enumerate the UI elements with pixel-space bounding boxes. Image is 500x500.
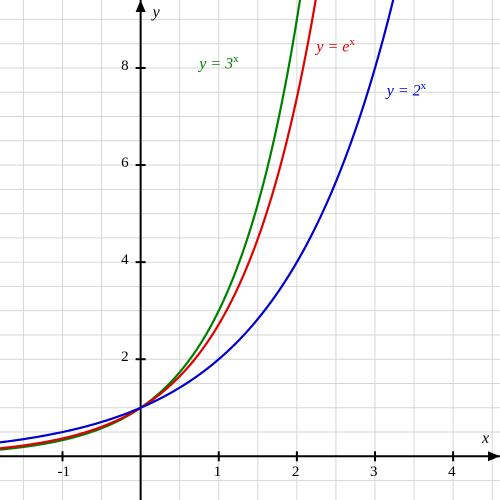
y-tick-label: 2 bbox=[121, 349, 129, 366]
y-tick-label: 6 bbox=[121, 155, 129, 172]
chart-canvas bbox=[0, 0, 500, 500]
y-tick-label: 8 bbox=[121, 58, 129, 75]
x-axis-label: x bbox=[482, 430, 489, 448]
series-label-2^x: y = 2x bbox=[387, 80, 426, 100]
x-tick-label: 1 bbox=[214, 464, 222, 481]
x-tick-label: 3 bbox=[370, 464, 378, 481]
series-label-3^x: y = 3x bbox=[199, 53, 238, 73]
x-tick-label: -1 bbox=[58, 464, 71, 481]
x-tick-label: 2 bbox=[292, 464, 300, 481]
y-axis-label: y bbox=[153, 4, 160, 22]
x-tick-label: 4 bbox=[448, 464, 456, 481]
y-tick-label: 4 bbox=[121, 252, 129, 269]
exponential-chart: -1 1 2 3 4 2 4 6 8 x y y = 3x y = ex y = 2x bbox=[0, 0, 500, 500]
series-label-e^x: y = ex bbox=[316, 36, 355, 56]
